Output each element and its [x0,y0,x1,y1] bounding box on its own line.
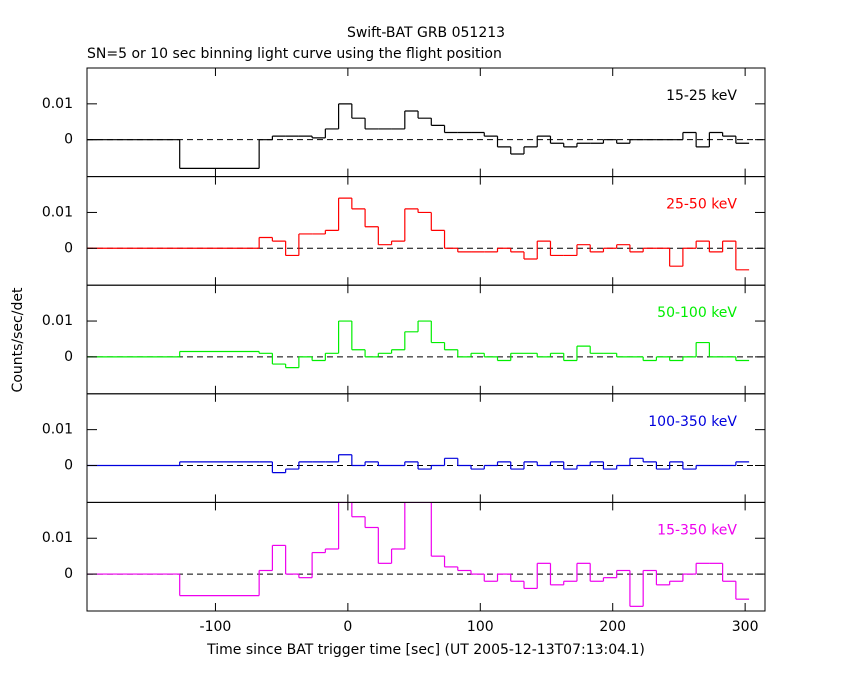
panel-label: 15-25 keV [666,88,737,104]
panel-plot [87,454,765,474]
panel-plot [87,103,765,169]
chart-subtitle: SN=5 or 10 sec binning light curve using… [87,46,502,62]
y-axis-label: Counts/sec/det [10,287,26,392]
panel-frame [86,393,766,503]
y-tick-label: 0 [64,457,73,473]
panel-plot [87,197,765,271]
panel-frame [86,176,766,286]
y-tick-label: 0 [64,132,73,148]
panel-frame [86,501,766,612]
panel-frame [86,284,766,395]
y-tick-label: 0 [64,240,73,256]
panel-plot [87,320,765,369]
x-tick-label: 200 [599,619,626,635]
x-tick-label: 100 [467,619,494,635]
x-axis-label: Time since BAT trigger time [sec] (UT 20… [206,642,645,658]
y-tick-label: 0.01 [42,422,73,438]
panel-frame [86,67,766,178]
panel-label: 25-50 keV [666,197,737,213]
panel-label: 15-350 keV [657,522,737,538]
panel-label: 50-100 keV [657,305,737,321]
y-tick-label: 0 [64,566,73,582]
y-tick-label: 0.01 [42,313,73,329]
chart-title: Swift-BAT GRB 051213 [347,25,505,41]
x-tick-label: 300 [732,619,759,635]
y-tick-label: 0.01 [42,530,73,546]
y-tick-label: 0.01 [42,204,73,220]
panel-plot [87,502,765,607]
panel-label: 100-350 keV [648,414,737,430]
x-tick-label: -100 [200,619,232,635]
y-tick-label: 0 [64,349,73,365]
x-tick-label: 0 [343,619,352,635]
y-tick-label: 0.01 [42,96,73,112]
